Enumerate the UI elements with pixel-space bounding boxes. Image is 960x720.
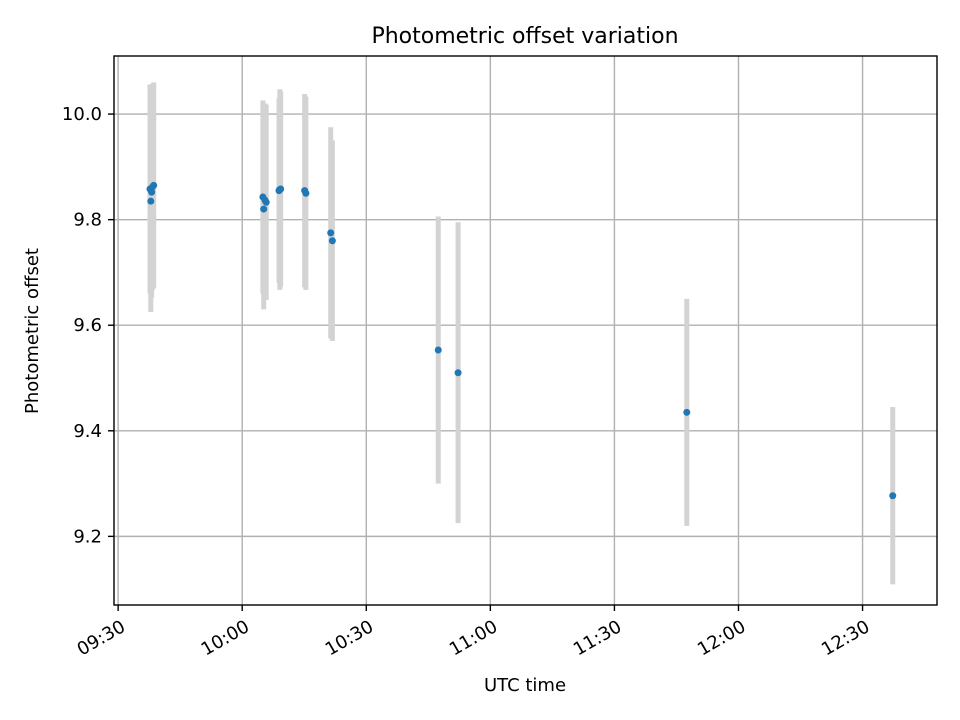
y-axis-label: Photometric offset xyxy=(22,248,43,414)
data-point xyxy=(683,408,691,416)
data-point xyxy=(434,346,442,354)
y-tick-label: 9.6 xyxy=(73,315,102,336)
x-tick-label: 09:30 xyxy=(74,616,129,660)
y-tick-label: 9.4 xyxy=(73,421,102,442)
x-tick-label: 12:30 xyxy=(818,616,873,660)
plot-background xyxy=(114,56,937,605)
y-tick-label: 9.2 xyxy=(73,526,102,547)
data-point xyxy=(327,229,335,237)
data-point xyxy=(889,492,897,500)
x-tick-label: 11:00 xyxy=(446,616,501,660)
data-points xyxy=(146,181,897,500)
data-point xyxy=(302,189,310,197)
data-point xyxy=(147,197,155,205)
data-point xyxy=(148,188,156,196)
data-point xyxy=(150,181,158,189)
chart-title: Photometric offset variation xyxy=(371,24,678,49)
plot-frame xyxy=(113,55,938,606)
data-point xyxy=(260,205,268,213)
data-point xyxy=(328,237,336,245)
x-tick-label: 12:00 xyxy=(694,616,749,660)
x-tick-label: 11:30 xyxy=(570,616,625,660)
data-point xyxy=(454,369,462,377)
x-axis-label: UTC time xyxy=(484,675,566,696)
x-tick-label: 10:30 xyxy=(322,616,377,660)
data-point xyxy=(277,185,285,193)
grid xyxy=(114,56,937,605)
y-tick-label: 10.0 xyxy=(62,104,102,125)
x-tick-label: 10:00 xyxy=(198,616,253,660)
data-point xyxy=(262,198,270,206)
y-tick-label: 9.8 xyxy=(73,210,102,231)
